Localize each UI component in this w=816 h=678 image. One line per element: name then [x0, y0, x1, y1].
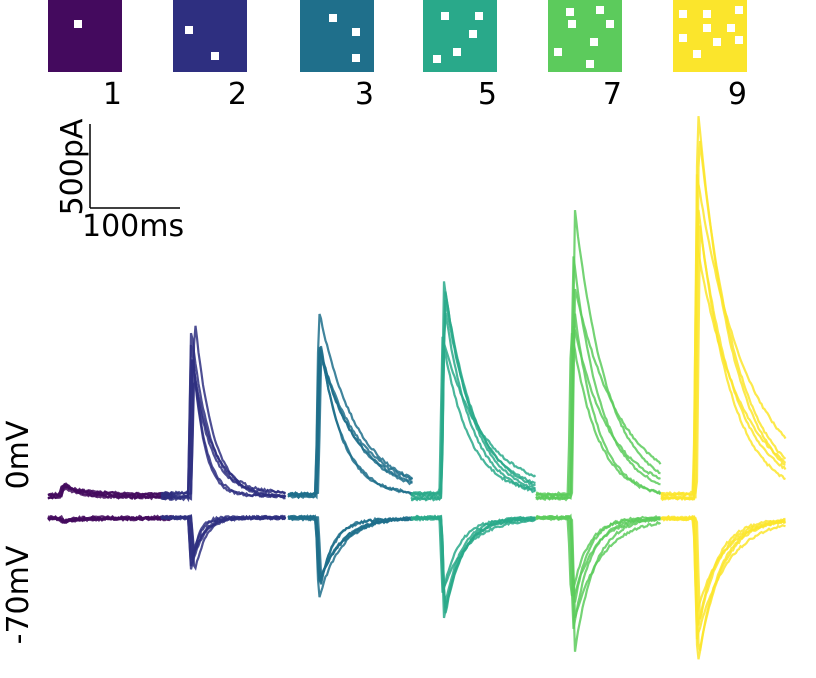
- current-trace: [288, 313, 414, 497]
- current-traces: [47, 115, 787, 660]
- current-trace: [535, 515, 661, 652]
- current-trace: [410, 515, 537, 609]
- stimulus-square: [300, 0, 374, 72]
- current-trace: [660, 515, 786, 640]
- current-trace: [160, 380, 286, 496]
- scale-time-label: 100ms: [82, 209, 184, 244]
- current-trace: [410, 291, 537, 502]
- stimulus-spot: [735, 36, 743, 44]
- scale-current-label: 500pA: [55, 118, 90, 215]
- current-trace: [47, 483, 173, 500]
- stimulus-spot: [352, 28, 360, 36]
- pattern-label: 7: [603, 77, 622, 112]
- stimulus-spot: [352, 54, 360, 62]
- current-trace: [410, 515, 536, 589]
- stimulus-spot: [703, 24, 711, 32]
- current-trace: [47, 515, 174, 525]
- stimulus-spot: [735, 6, 743, 14]
- current-trace: [660, 115, 786, 501]
- stimulus-spot: [566, 8, 574, 16]
- current-trace: [410, 299, 536, 496]
- current-trace: [410, 514, 536, 614]
- current-trace: [160, 344, 287, 499]
- stimulus-spot: [211, 52, 219, 60]
- current-trace: [160, 515, 287, 567]
- current-trace: [660, 225, 787, 496]
- stimulus-spot: [554, 48, 562, 56]
- current-trace: [160, 514, 287, 570]
- stimulus-spot: [469, 30, 477, 38]
- stimulus-spot: [713, 38, 721, 46]
- current-trace: [47, 514, 174, 525]
- stimulus-spot: [679, 10, 687, 18]
- stimulus-spot: [433, 55, 441, 63]
- current-trace: [410, 347, 537, 498]
- current-trace: [410, 281, 536, 499]
- stimulus-square: [173, 0, 247, 72]
- pattern-label: 1: [103, 77, 122, 112]
- stimulus-spot: [727, 24, 735, 32]
- current-trace: [287, 346, 413, 500]
- row-label: 0mV: [1, 420, 36, 489]
- current-trace: [287, 516, 413, 585]
- stimulus-spot: [185, 26, 193, 34]
- pattern-label: 3: [355, 77, 374, 112]
- stimulus-spot: [568, 20, 576, 28]
- current-trace: [160, 514, 286, 561]
- stimulus-spot: [679, 34, 687, 42]
- stimulus-spot: [586, 60, 594, 68]
- stimulus-square: [48, 0, 122, 72]
- current-trace: [160, 325, 286, 502]
- row-label: -70mV: [1, 545, 36, 644]
- current-trace: [160, 359, 286, 500]
- current-trace: [410, 313, 536, 502]
- current-trace: [660, 244, 787, 498]
- current-trace: [160, 514, 286, 559]
- stimulus-spot: [590, 38, 598, 46]
- stimulus-spot: [441, 12, 449, 20]
- current-trace: [287, 346, 414, 497]
- current-trace: [535, 256, 661, 498]
- current-trace: [660, 209, 786, 501]
- stimulus-spot: [74, 20, 82, 28]
- current-trace: [660, 514, 786, 651]
- current-trace: [535, 332, 662, 502]
- stimulus-spot: [606, 20, 614, 28]
- stimulus-spot: [475, 12, 483, 20]
- current-trace: [535, 209, 661, 498]
- pattern-label: 5: [478, 77, 497, 112]
- current-trace: [160, 513, 286, 571]
- stimulus-spot: [596, 6, 604, 14]
- current-trace: [160, 360, 286, 498]
- current-trace: [660, 514, 787, 660]
- stimulus-square: [548, 0, 622, 72]
- current-trace: [160, 332, 287, 503]
- stimulus-spot: [693, 50, 701, 58]
- pattern-label: 2: [228, 77, 247, 112]
- current-trace: [660, 516, 786, 620]
- stimulus-spot: [329, 14, 337, 22]
- stimulus-patterns: [48, 0, 747, 72]
- stimulus-spot: [453, 48, 461, 56]
- stimulus-spot: [703, 10, 711, 18]
- current-trace: [287, 347, 414, 500]
- pattern-label: 9: [728, 77, 747, 112]
